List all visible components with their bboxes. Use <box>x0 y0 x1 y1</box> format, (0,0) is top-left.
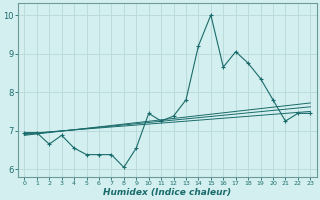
X-axis label: Humidex (Indice chaleur): Humidex (Indice chaleur) <box>103 188 231 197</box>
